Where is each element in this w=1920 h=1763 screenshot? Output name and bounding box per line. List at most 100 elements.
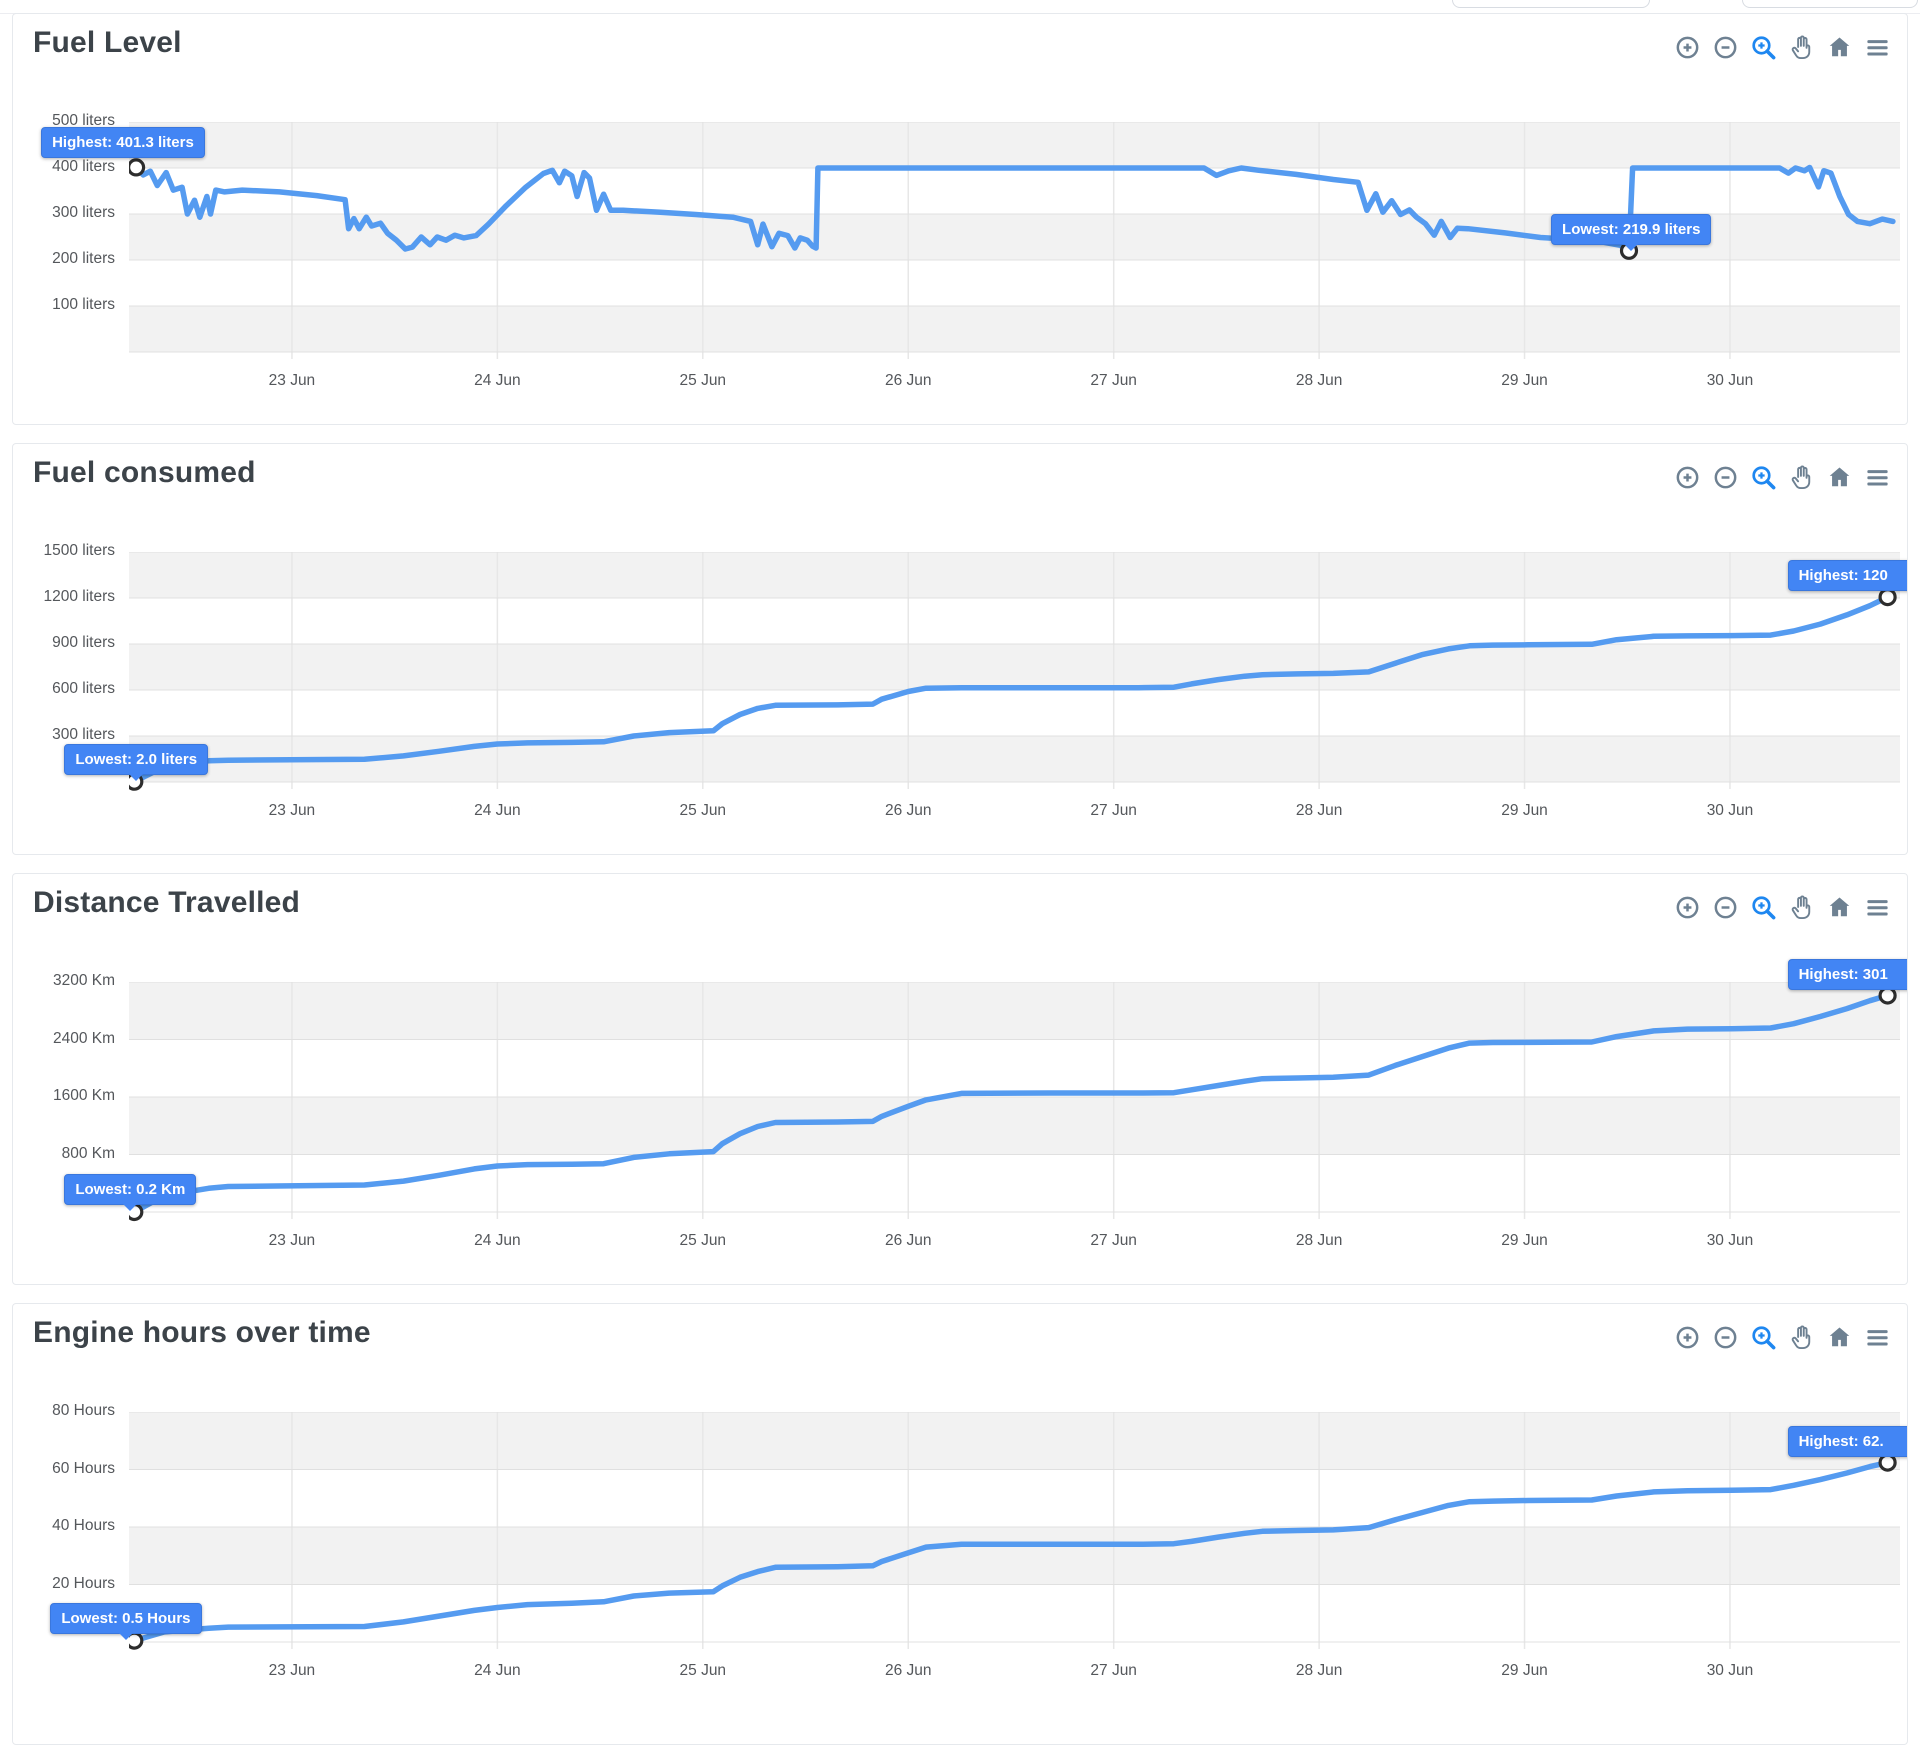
home-icon[interactable]	[1826, 34, 1853, 61]
plot-band	[129, 122, 1900, 168]
y-axis-label: 20 Hours	[52, 1574, 115, 1592]
pan-icon[interactable]	[1788, 34, 1815, 61]
y-axis-label: 600 liters	[52, 680, 115, 697]
x-axis-label: 27 Jun	[1090, 1232, 1137, 1249]
y-axis-label: 500 liters	[52, 112, 115, 129]
x-axis-label: 30 Jun	[1706, 372, 1754, 389]
x-axis-label: 25 Jun	[679, 802, 727, 819]
x-axis-label: 23 Jun	[268, 1232, 316, 1249]
plot-svg-distance-travelled[interactable]	[129, 982, 1900, 1222]
x-axis-label: 23 Jun	[268, 1662, 316, 1679]
plot-area-engine-hours[interactable]: Lowest: 0.5 Hours Highest: 62.	[50, 1412, 1907, 1652]
x-axis-label: 29 Jun	[1501, 1232, 1548, 1249]
point-marker-highest	[1878, 587, 1897, 607]
header-button-1[interactable]	[1452, 0, 1650, 8]
annotation-label-lowest: Lowest: 2.0 liters	[64, 743, 209, 781]
y-axis-label: 400 liters	[52, 158, 115, 175]
plot-svg-fuel-consumed[interactable]	[129, 552, 1900, 792]
plot-area-fuel-level[interactable]: Highest: 401.3 liters Lowest: 219.9 liter…	[41, 122, 1900, 362]
x-axis-label: 27 Jun	[1090, 372, 1137, 389]
plot-svg-fuel-level[interactable]	[129, 122, 1900, 362]
y-axis-label: 60 Hours	[52, 1459, 115, 1477]
zoom-out-icon[interactable]	[1712, 34, 1739, 61]
x-axis-label: 26 Jun	[884, 1232, 932, 1249]
plot-band	[129, 736, 1900, 782]
x-axis-label: 30 Jun	[1706, 1662, 1754, 1679]
x-axis-label: 27 Jun	[1090, 802, 1137, 819]
x-axis-label: 29 Jun	[1501, 1662, 1548, 1679]
plot-area-distance-travelled[interactable]: Lowest: 0.2 Km Highest: 301	[64, 958, 1907, 1222]
plot-area-fuel-consumed[interactable]: Lowest: 2.0 liters Highest: 120	[64, 552, 1907, 792]
x-axis-label: 29 Jun	[1501, 372, 1548, 389]
selection-zoom-icon[interactable]	[1750, 34, 1777, 61]
charts-container: Fuel Level 500 liters 400 liters 300 liters…	[12, 13, 1908, 1763]
zoom-in-icon[interactable]	[1674, 894, 1701, 921]
point-marker-highest	[1878, 986, 1897, 1005]
pan-icon[interactable]	[1788, 894, 1815, 921]
zoom-out-icon[interactable]	[1712, 894, 1739, 921]
header-button-2[interactable]	[1742, 0, 1918, 8]
plot-band	[129, 644, 1900, 690]
menu-icon[interactable]	[1864, 894, 1891, 921]
y-axis-label: 80 Hours	[52, 1402, 115, 1419]
annotation-label-highest: Highest: 62.	[1787, 1425, 1907, 1457]
y-axis-label: 200 liters	[52, 250, 115, 267]
y-axis-label: 3200 Km	[52, 972, 115, 989]
plot-band	[129, 1412, 1900, 1470]
chart-card-distance-travelled: Distance Travelled 3200 Km 2400 Km 1600 Km 8…	[12, 873, 1908, 1285]
x-axis-label: 28 Jun	[1295, 1232, 1343, 1249]
selection-zoom-icon[interactable]	[1750, 464, 1777, 491]
y-axis-label: 2400 Km	[52, 1029, 115, 1047]
x-axis-label: 28 Jun	[1295, 802, 1343, 819]
pan-icon[interactable]	[1788, 464, 1815, 491]
home-icon[interactable]	[1826, 464, 1853, 491]
menu-icon[interactable]	[1864, 34, 1891, 61]
zoom-in-icon[interactable]	[1674, 1324, 1701, 1351]
y-axis-label: 1200 liters	[43, 588, 115, 605]
y-axis-label: 900 liters	[52, 634, 115, 651]
line-series-engine-hours	[131, 1459, 1891, 1644]
plot-band	[129, 552, 1900, 598]
x-axis-label: 24 Jun	[474, 1662, 521, 1679]
plot-band	[129, 306, 1900, 352]
y-axis-label: 300 liters	[52, 204, 115, 221]
plot-band	[129, 982, 1900, 1040]
pan-icon[interactable]	[1788, 1324, 1815, 1351]
chart-card-fuel-consumed: Fuel consumed 1500 liters 1200 liters 900 l…	[12, 443, 1908, 855]
x-axis-label: 27 Jun	[1090, 1662, 1137, 1679]
chart-toolbar	[1674, 464, 1891, 491]
y-axis-label: 1500 liters	[43, 542, 115, 559]
chart-toolbar	[1674, 34, 1891, 61]
x-axis-label: 30 Jun	[1706, 802, 1754, 819]
y-axis-label: 1600 Km	[52, 1087, 115, 1104]
home-icon[interactable]	[1826, 894, 1853, 921]
x-axis-label: 26 Jun	[884, 372, 932, 389]
zoom-in-icon[interactable]	[1674, 34, 1701, 61]
chart-card-engine-hours: Engine hours over time 80 Hours 60 Hours 40…	[12, 1303, 1908, 1745]
x-axis-label: 28 Jun	[1295, 372, 1343, 389]
x-axis-label: 29 Jun	[1501, 802, 1548, 819]
x-axis-label: 25 Jun	[679, 1232, 727, 1249]
chart-title-fuel-consumed: Fuel consumed	[33, 456, 256, 489]
selection-zoom-icon[interactable]	[1750, 894, 1777, 921]
annotation-label-highest: Highest: 301	[1787, 958, 1907, 990]
plot-band	[129, 1097, 1900, 1155]
menu-icon[interactable]	[1864, 464, 1891, 491]
home-icon[interactable]	[1826, 1324, 1853, 1351]
selection-zoom-icon[interactable]	[1750, 1324, 1777, 1351]
chart-title-engine-hours: Engine hours over time	[33, 1316, 371, 1349]
point-marker-highest	[129, 158, 146, 177]
x-axis-label: 25 Jun	[679, 1662, 727, 1679]
x-axis-label: 23 Jun	[268, 372, 316, 389]
chart-card-fuel-level: Fuel Level 500 liters 400 liters 300 liters…	[12, 13, 1908, 425]
annotation-label-lowest: Lowest: 219.9 liters	[1551, 213, 1712, 251]
zoom-out-icon[interactable]	[1712, 464, 1739, 491]
chart-title-fuel-level: Fuel Level	[33, 26, 182, 59]
menu-icon[interactable]	[1864, 1324, 1891, 1351]
zoom-out-icon[interactable]	[1712, 1324, 1739, 1351]
plot-svg-engine-hours[interactable]	[129, 1412, 1900, 1652]
annotation-pointer	[1624, 243, 1639, 251]
annotation-pointer	[118, 1632, 133, 1640]
line-series-distance-travelled	[131, 992, 1891, 1215]
zoom-in-icon[interactable]	[1674, 464, 1701, 491]
